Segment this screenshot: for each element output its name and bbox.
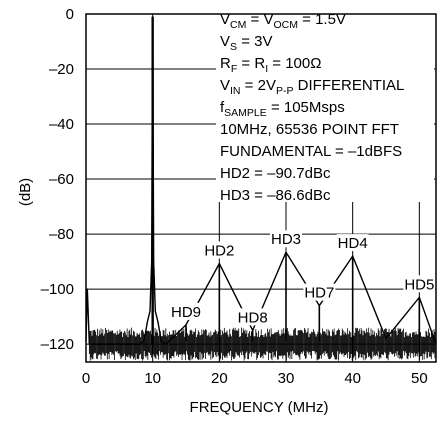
conditions-text-block: VCM = VOCM = 1.5V VS = 3V RF = RI = 100Ω…: [216, 4, 434, 204]
harmonic-label-hd7: HD7: [304, 285, 334, 302]
series-point-5: [146, 321, 148, 323]
condition-vin: VIN = 2VP-P DIFFERENTIAL: [220, 77, 404, 97]
plot-frame: [85, 13, 437, 363]
condition-rf: RF = RI = 100Ω: [220, 55, 321, 75]
x-axis-title: FREQUENCY (MHz): [190, 399, 329, 416]
series-point-15: [165, 343, 167, 345]
y-axis-title: (dB): [17, 178, 34, 206]
y-tick-label-3: –60: [49, 171, 74, 188]
condition-vcm: VCM = VOCM = 1.5V: [220, 11, 346, 31]
axes-layer: 0 10 20 30 40 50 0 –20 –40 –60 –80 –100 –120: [41, 6, 437, 387]
series-point-1: [86, 288, 88, 290]
series-point-12: [154, 310, 156, 312]
y-tick-label-4: –80: [49, 226, 74, 243]
label-bg-hd3: [270, 230, 302, 248]
y-tick-label-6: –120: [41, 336, 74, 353]
spectrum-trace-layer: [85, 16, 437, 345]
label-bg-hd8: [236, 308, 269, 326]
condition-hd2: HD2 = –90.7dBc: [220, 165, 331, 182]
condition-fsample: fSAMPLE = 105Msps: [220, 99, 345, 119]
y-tick-label-5: –100: [41, 281, 74, 298]
y-tick-label-0: 0: [66, 6, 74, 23]
label-bg-hd7: [303, 283, 336, 301]
harmonic-label-hd2: HD2: [204, 243, 234, 260]
y-tick-label-1: –20: [49, 61, 74, 78]
condition-hd3: HD3 = –86.6dBc: [220, 187, 331, 204]
label-bg-hd4: [336, 234, 369, 252]
conditions-background: [216, 4, 434, 202]
condition-fundamental: FUNDAMENTAL = –1dBFS: [220, 143, 402, 160]
harmonic-label-hd4: HD4: [338, 235, 368, 252]
condition-fft: 10MHz, 65536 POINT FFT: [220, 121, 399, 138]
x-tick-label-30: 30: [278, 370, 295, 387]
x-tick-label-10: 10: [144, 370, 161, 387]
x-tick-label-40: 40: [344, 370, 361, 387]
label-bg-hd5: [403, 275, 436, 293]
x-tick-label-20: 20: [211, 370, 228, 387]
series-point-4: [143, 340, 145, 342]
x-tick-label-0: 0: [82, 370, 90, 387]
harmonic-label-hd5: HD5: [404, 276, 434, 293]
harmonic-label-hd3: HD3: [271, 231, 301, 248]
series-point-2: [88, 343, 90, 345]
harmonic-labels-layer: HD2 HD3 HD4 HD5 HD7 HD8 HD9: [170, 230, 436, 326]
series-point-14: [160, 340, 162, 342]
series-point-6: [149, 310, 151, 312]
harmonic-label-hd9: HD9: [171, 304, 201, 321]
label-bg-hd2: [203, 241, 236, 259]
series-point-22: [385, 338, 387, 340]
condition-vs: VS = 3V: [220, 33, 272, 53]
x-tick-label-50: 50: [411, 370, 428, 387]
harmonic-label-hd8: HD8: [238, 309, 268, 326]
label-bg-hd9: [170, 302, 202, 320]
series-point-13: [157, 321, 159, 323]
series-point-3: [138, 343, 140, 345]
y-tick-label-2: –40: [49, 116, 74, 133]
